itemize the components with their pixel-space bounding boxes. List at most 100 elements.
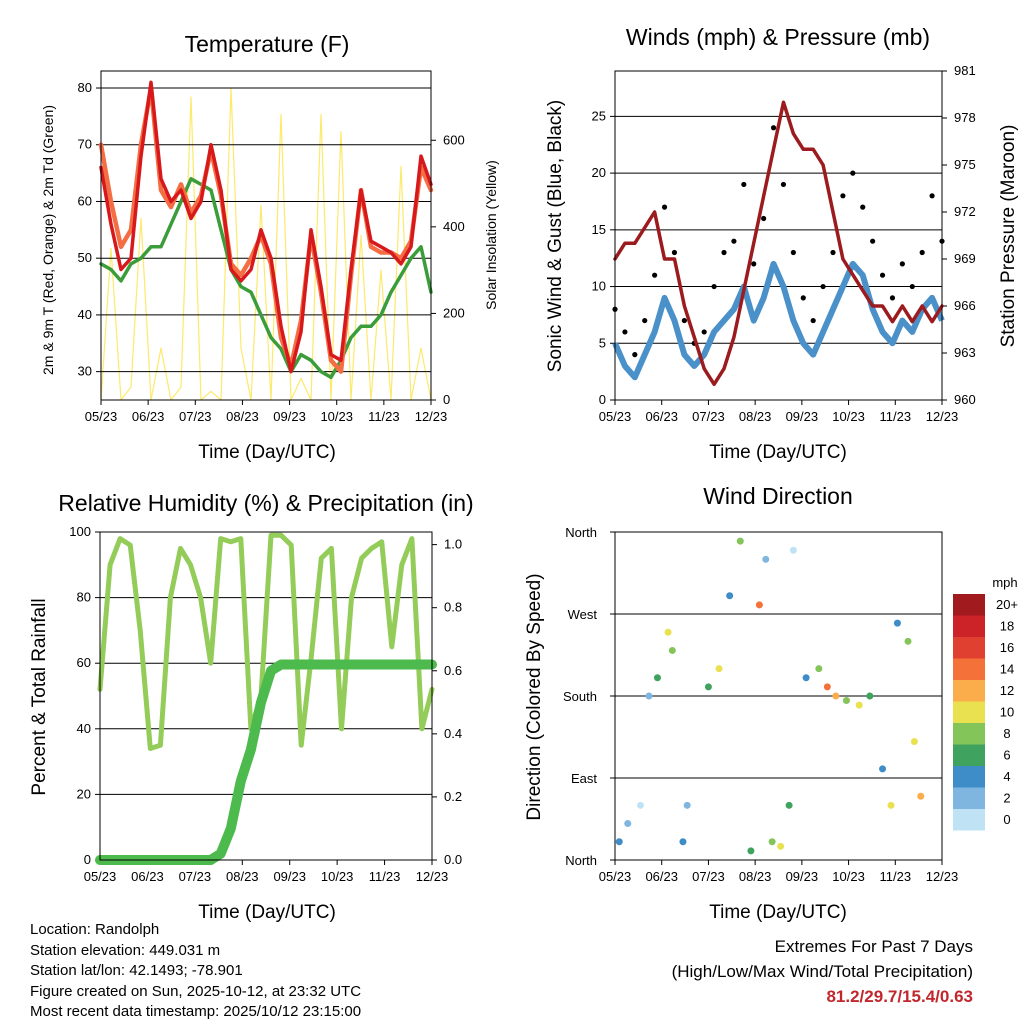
humidity-y-tick-label: 20 xyxy=(77,786,91,801)
direction-point xyxy=(832,692,840,700)
colorbar-label: 6 xyxy=(1003,748,1010,763)
winds-gust-point xyxy=(830,249,836,256)
winds-x-tick-label: 09/23 xyxy=(786,409,819,424)
direction-point xyxy=(653,674,661,682)
direction-point xyxy=(636,801,644,809)
direction-x-tick-label: 05/23 xyxy=(599,869,632,884)
winds-y-tick-label: 0 xyxy=(599,392,606,407)
direction-point xyxy=(726,592,734,600)
direction-y-tick-label: North xyxy=(565,853,597,868)
colorbar-swatch xyxy=(953,701,985,723)
winds-gust-point xyxy=(701,329,707,335)
winds-gust-point xyxy=(751,261,757,267)
direction-y-label: Direction (Colored By Speed) xyxy=(524,573,545,820)
humidity-y-tick-label: 60 xyxy=(77,655,91,670)
winds-panel: Winds (mph) & Pressure (mb) Sonic Wind &… xyxy=(545,24,1019,463)
humidity-series-relative-humidity xyxy=(97,532,435,751)
colorbar-label: 2 xyxy=(1003,791,1010,806)
direction-x-tick-label: 11/23 xyxy=(879,869,911,884)
winds-y2-label: Station Pressure (Maroon) xyxy=(998,125,1019,348)
temperature-y-tick-label: 80 xyxy=(78,80,92,95)
temperature-series-2m-t-red- xyxy=(99,80,433,374)
direction-x-tick-label: 08/23 xyxy=(739,869,772,884)
direction-x-tick-label: 10/23 xyxy=(832,869,865,884)
colorbar-title: mph xyxy=(992,575,1017,590)
direction-point xyxy=(866,692,874,700)
winds-gust-point xyxy=(661,204,668,210)
direction-point xyxy=(615,838,623,846)
direction-point xyxy=(715,665,723,673)
winds-x-tick-label: 06/23 xyxy=(645,409,678,424)
humidity-x-label: Time (Day/UTC) xyxy=(198,902,336,923)
humidity-title: Relative Humidity (%) & Precipitation (i… xyxy=(58,490,473,516)
humidity-y-tick-label: 100 xyxy=(69,524,91,539)
winds-x-tick-label: 07/23 xyxy=(692,409,725,424)
direction-point xyxy=(747,847,755,855)
direction-point xyxy=(887,801,895,809)
winds-x-tick-label: 12/23 xyxy=(926,409,959,424)
direction-point xyxy=(668,646,676,654)
temperature-x-tick-label: 11/23 xyxy=(368,409,400,424)
direction-point xyxy=(842,697,850,705)
colorbar-label: 16 xyxy=(1000,640,1014,655)
extremes-box: Extremes For Past 7 Days (High/Low/Max W… xyxy=(672,934,973,1009)
direction-point xyxy=(664,628,672,636)
temperature-y2-label: Solar Insolation (Yellow) xyxy=(483,160,499,310)
temperature-panel: Temperature (F) 2m & 9m T (Red, Orange) … xyxy=(40,31,499,463)
humidity-y-tick-label: 40 xyxy=(77,721,91,736)
colorbar-swatch xyxy=(953,723,985,745)
direction-y-tick-label: West xyxy=(568,607,598,622)
station-latlon: Station lat/lon: 42.1493; -78.901 xyxy=(30,962,243,980)
temperature-y2-tick-label: 600 xyxy=(443,132,465,147)
winds-y-tick-label: 10 xyxy=(592,279,606,294)
direction-point xyxy=(624,820,632,828)
winds-y2-tick-label: 969 xyxy=(954,251,976,266)
extremes-heading: Extremes For Past 7 Days xyxy=(774,937,973,956)
winds-title: Winds (mph) & Pressure (mb) xyxy=(626,24,930,50)
humidity-y-tick-label: 0 xyxy=(84,852,91,867)
temperature-frame xyxy=(100,70,432,401)
temperature-x-tick-label: 05/23 xyxy=(85,409,118,424)
colorbar-label: 8 xyxy=(1003,726,1010,741)
direction-point xyxy=(768,838,776,846)
winds-gust-point xyxy=(860,204,866,210)
colorbar-label: 4 xyxy=(1003,769,1010,784)
direction-point xyxy=(683,801,691,809)
direction-point xyxy=(904,637,912,645)
temperature-series-2m-td-green- xyxy=(99,177,433,380)
direction-x-tick-label: 06/23 xyxy=(645,869,678,884)
winds-gust-point xyxy=(870,238,876,244)
colorbar-swatch xyxy=(953,744,985,766)
winds-gust-point xyxy=(770,125,777,131)
winds-x-tick-label: 05/23 xyxy=(599,409,632,424)
temperature-y2-tick-label: 200 xyxy=(443,305,465,320)
humidity-x-tick-label: 07/23 xyxy=(179,869,212,884)
winds-gust-point xyxy=(731,238,737,244)
winds-gust-point xyxy=(929,193,935,199)
direction-point xyxy=(704,683,712,691)
direction-y-tick-label: East xyxy=(571,771,597,786)
direction-point xyxy=(815,665,823,673)
direction-frame xyxy=(614,531,943,861)
colorbar-swatch xyxy=(953,658,985,680)
humidity-panel: Relative Humidity (%) & Precipitation (i… xyxy=(29,490,474,923)
direction-panel: Wind Direction Direction (Colored By Spe… xyxy=(524,483,1018,923)
direction-y-tick-label: North xyxy=(565,525,597,540)
humidity-y2-tick-label: 0.2 xyxy=(444,789,462,804)
colorbar-label: 10 xyxy=(1000,705,1014,720)
winds-x-tick-label: 08/23 xyxy=(739,409,772,424)
direction-point xyxy=(917,792,925,800)
temperature-y-tick-label: 30 xyxy=(78,364,92,379)
winds-gust-point xyxy=(820,283,826,290)
temperature-x-tick-label: 08/23 xyxy=(226,409,259,424)
temperature-x-tick-label: 07/23 xyxy=(179,409,212,424)
colorbar-swatch xyxy=(953,766,985,788)
winds-gust-point xyxy=(850,170,856,176)
extremes-values: 81.2/29.7/15.4/0.63 xyxy=(826,987,973,1006)
colorbar-label: 0 xyxy=(1003,812,1010,827)
winds-y2-tick-label: 975 xyxy=(954,157,976,172)
winds-gust-point xyxy=(899,261,905,267)
direction-point xyxy=(762,555,770,563)
humidity-x-tick-label: 12/23 xyxy=(416,869,449,884)
